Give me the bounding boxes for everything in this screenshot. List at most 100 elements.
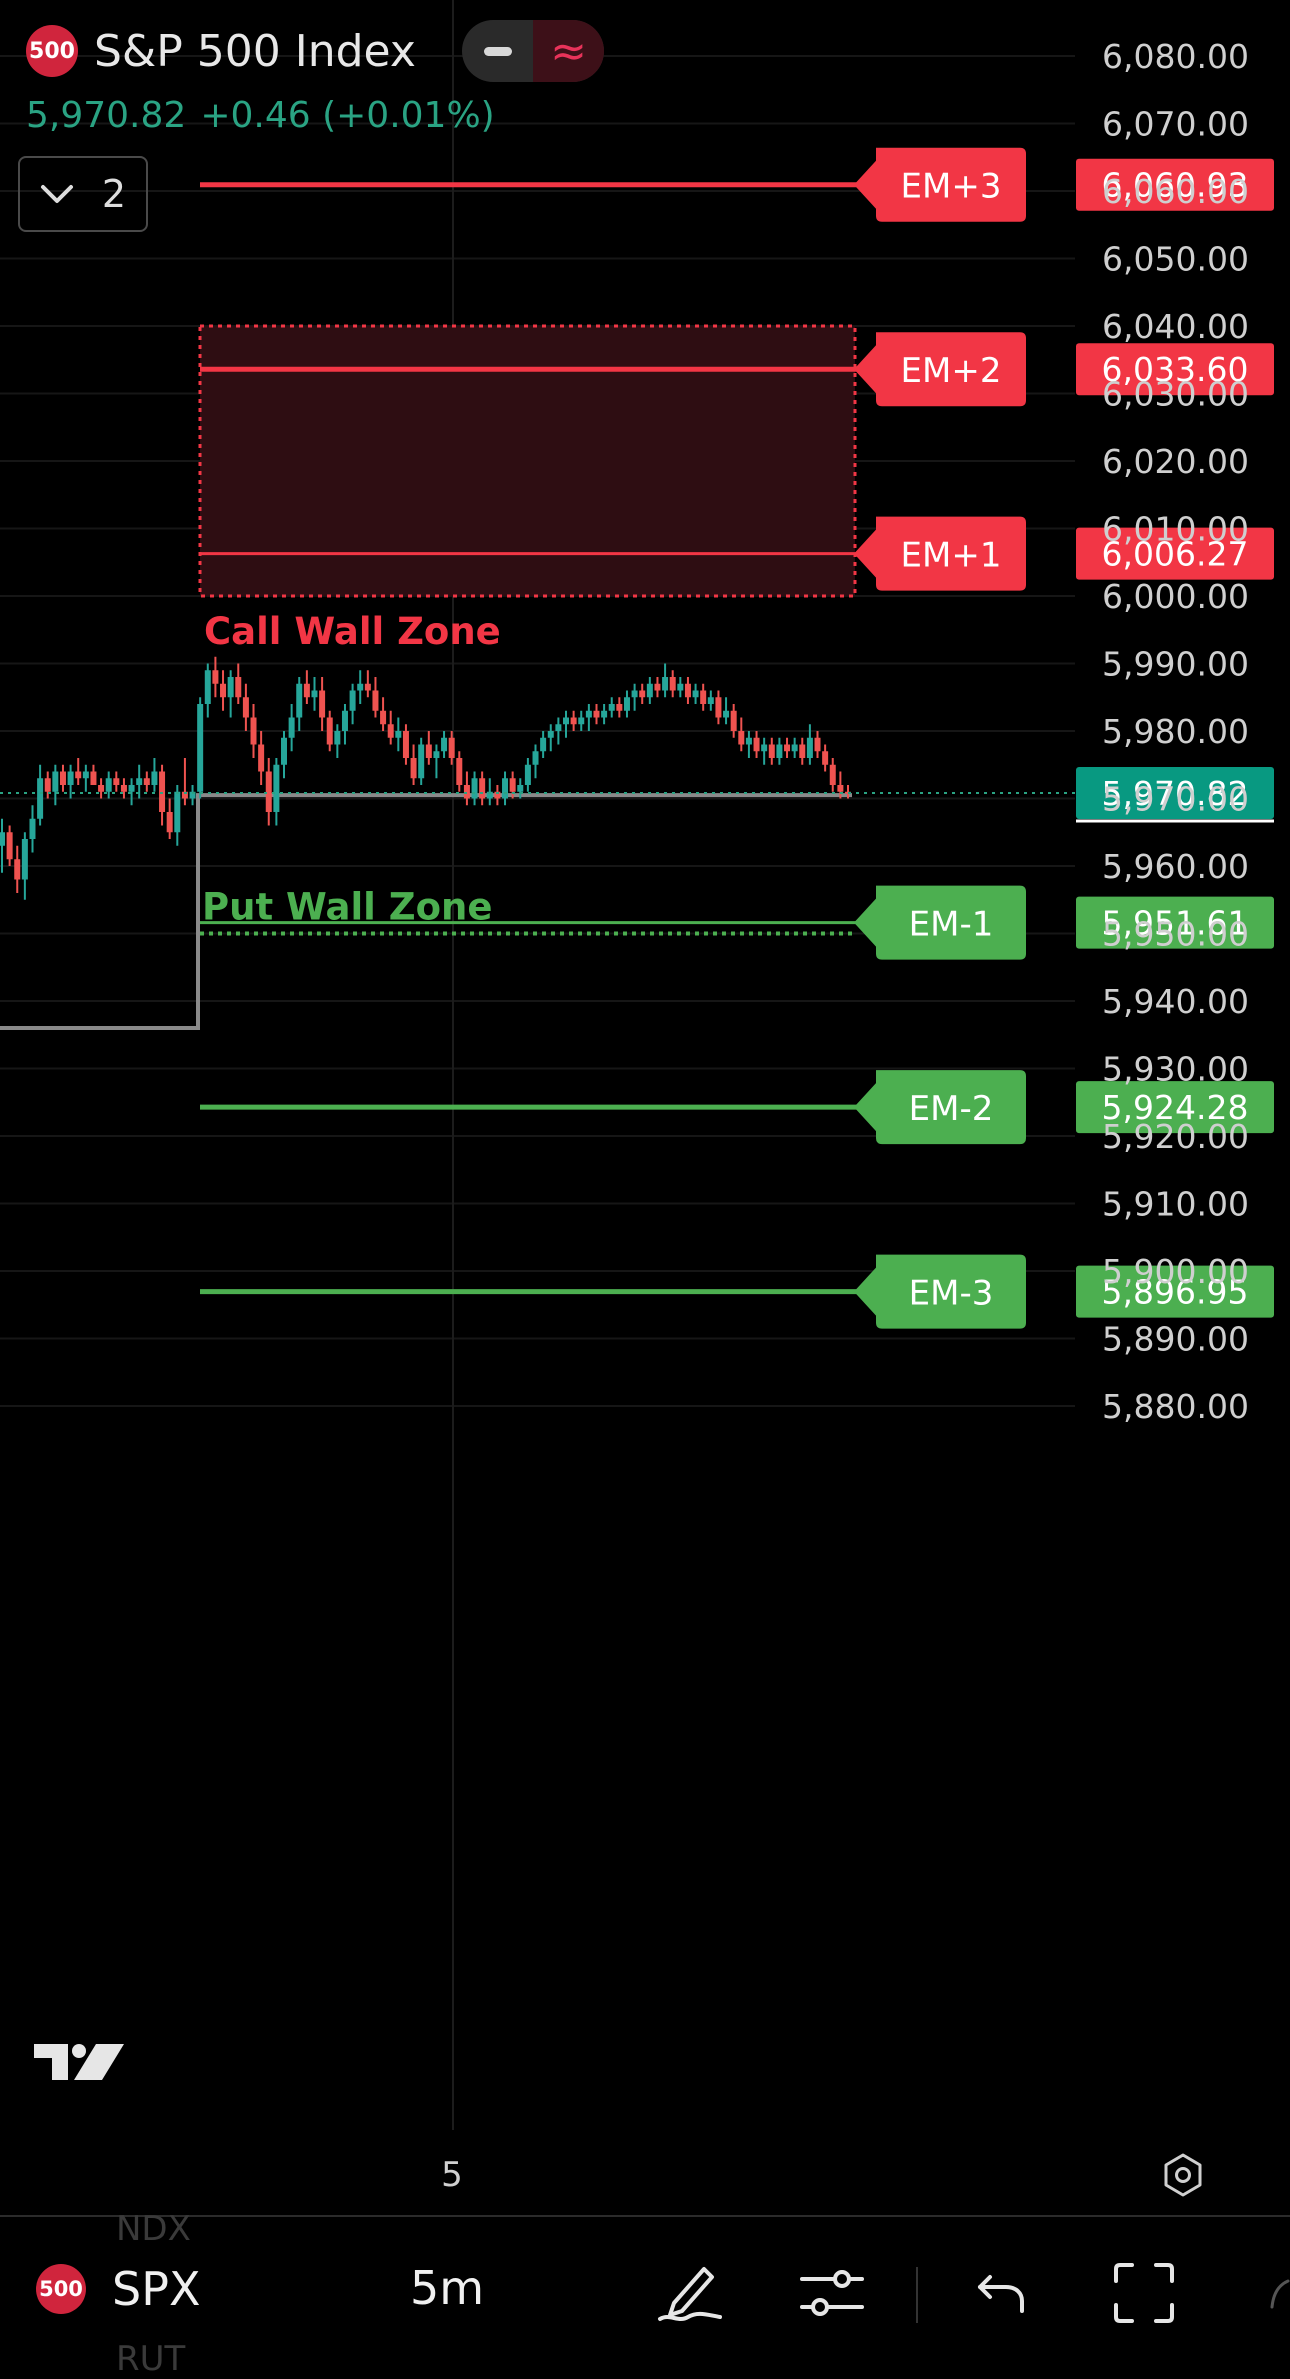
level-price-label: 5,896.95 bbox=[1102, 1273, 1249, 1312]
candle bbox=[52, 764, 59, 806]
candle bbox=[311, 677, 318, 711]
indicators-icon[interactable] bbox=[800, 2263, 864, 2323]
candle bbox=[814, 731, 821, 758]
y-axis-tick-label: 6,050.00 bbox=[1102, 240, 1249, 279]
level-price-tag bbox=[1076, 343, 1274, 396]
y-axis-tick-label: 5,910.00 bbox=[1102, 1185, 1249, 1224]
y-axis-tick-label: 5,960.00 bbox=[1102, 847, 1249, 886]
candle bbox=[692, 683, 699, 704]
candle bbox=[463, 771, 470, 806]
symbol-header[interactable]: 500 S&P 500 Index bbox=[26, 20, 416, 82]
level-flag[interactable] bbox=[854, 1254, 1026, 1329]
chart-settings-icon[interactable] bbox=[1160, 2152, 1206, 2198]
level-flag-label: EM-1 bbox=[909, 905, 994, 945]
toolbar-divider bbox=[0, 2215, 1290, 2217]
level-flag[interactable] bbox=[854, 1070, 1026, 1145]
candle bbox=[37, 764, 44, 826]
candle bbox=[837, 771, 844, 799]
candle bbox=[59, 764, 66, 792]
last-price: 5,970.82 bbox=[26, 95, 187, 136]
level-flag[interactable] bbox=[854, 516, 1026, 591]
candle bbox=[319, 677, 326, 731]
chevron-down-icon bbox=[40, 185, 73, 203]
candle bbox=[14, 845, 21, 893]
candle bbox=[418, 737, 425, 785]
candle bbox=[730, 704, 737, 738]
candle bbox=[242, 683, 249, 731]
candle bbox=[646, 677, 653, 704]
candle bbox=[151, 758, 158, 792]
candle bbox=[532, 744, 539, 779]
candle bbox=[349, 683, 356, 725]
candle bbox=[288, 704, 295, 752]
candle bbox=[128, 778, 135, 806]
candle bbox=[662, 663, 669, 698]
y-axis-tick-label: 5,900.00 bbox=[1102, 1252, 1249, 1291]
level-flag-label: EM-2 bbox=[909, 1089, 994, 1129]
candle bbox=[29, 805, 36, 853]
candle bbox=[303, 670, 310, 704]
candle bbox=[44, 771, 51, 799]
minus-icon[interactable] bbox=[462, 20, 533, 82]
candle bbox=[296, 677, 303, 731]
candle bbox=[585, 704, 592, 731]
level-flag-label: EM+2 bbox=[901, 351, 1002, 391]
current-price-line: 5,970.82 bbox=[0, 766, 1274, 823]
candle bbox=[707, 690, 714, 711]
candle bbox=[380, 697, 387, 731]
candle bbox=[563, 710, 569, 738]
y-axis-tick-label: 6,080.00 bbox=[1102, 37, 1249, 76]
candle bbox=[174, 785, 181, 846]
y-axis-tick-label: 5,920.00 bbox=[1102, 1117, 1249, 1156]
candle bbox=[570, 710, 577, 731]
candles bbox=[0, 656, 851, 900]
candle bbox=[509, 771, 516, 799]
chart-mode-toggle[interactable]: ≈ bbox=[462, 20, 604, 82]
indicators-collapse-button[interactable]: 2 bbox=[18, 156, 148, 232]
undo-icon[interactable] bbox=[976, 2269, 1026, 2319]
candle bbox=[639, 683, 646, 704]
candle bbox=[395, 717, 402, 752]
candle bbox=[745, 731, 752, 758]
more-tools-icon[interactable] bbox=[1268, 2277, 1290, 2317]
candle bbox=[486, 778, 493, 806]
candle bbox=[98, 778, 105, 799]
level-price-tag bbox=[1076, 527, 1274, 580]
level-flag[interactable] bbox=[854, 147, 1026, 222]
range-box bbox=[0, 793, 852, 1030]
candle bbox=[822, 744, 829, 772]
candle bbox=[159, 764, 166, 826]
candle bbox=[555, 717, 562, 745]
level-flag[interactable] bbox=[854, 332, 1026, 407]
candle bbox=[517, 778, 524, 799]
level-flag[interactable] bbox=[854, 885, 1026, 960]
wave-icon[interactable]: ≈ bbox=[533, 20, 604, 82]
range-box-outline bbox=[0, 793, 852, 1030]
y-axis-tick-label: 5,890.00 bbox=[1102, 1320, 1249, 1359]
draw-icon[interactable] bbox=[656, 2257, 724, 2325]
current-price-tag bbox=[1076, 766, 1274, 819]
call-wall-zone-box bbox=[198, 324, 857, 598]
fullscreen-icon[interactable] bbox=[1112, 2261, 1176, 2325]
candle bbox=[82, 764, 89, 792]
candle bbox=[502, 771, 509, 806]
candle bbox=[753, 731, 760, 758]
y-axis-tick-label: 5,980.00 bbox=[1102, 712, 1249, 751]
y-axis-tick-label: 6,030.00 bbox=[1102, 375, 1249, 414]
y-axis-tick-label: 6,040.00 bbox=[1102, 307, 1249, 346]
candle bbox=[768, 737, 775, 765]
expected-move-levels: EM+3 6,060.93 EM+2 6,033.60 EM+1 6,006.27 EM-1… bbox=[200, 147, 1274, 1329]
current-price-label: 5,970.82 bbox=[1102, 774, 1249, 813]
tradingview-logo-icon bbox=[34, 2044, 124, 2080]
candle bbox=[181, 758, 188, 806]
level-price-label: 5,924.28 bbox=[1102, 1088, 1249, 1127]
interval-selector[interactable]: 5m bbox=[410, 2261, 485, 2315]
symbol-title: S&P 500 Index bbox=[94, 25, 416, 77]
candle bbox=[364, 670, 371, 698]
candle bbox=[0, 818, 5, 873]
symbol-selector[interactable]: 500 SPX bbox=[36, 2262, 200, 2316]
candle bbox=[341, 704, 348, 745]
y-axis-tick-label: 5,950.00 bbox=[1102, 915, 1249, 954]
candle bbox=[806, 724, 813, 765]
